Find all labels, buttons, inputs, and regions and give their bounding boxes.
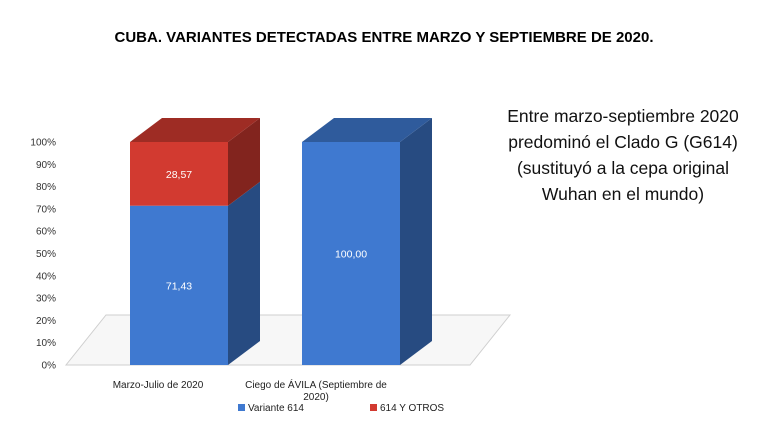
- bar-front: [130, 205, 228, 365]
- bar-side: [228, 181, 260, 365]
- legend-label: 614 Y OTROS: [380, 403, 444, 414]
- y-tick-label: 60%: [36, 227, 56, 238]
- y-tick-label: 30%: [36, 294, 56, 305]
- bar-segment: [302, 118, 432, 365]
- y-tick-label: 20%: [36, 316, 56, 327]
- data-labels: 71,43 28,57 100,00: [166, 169, 367, 293]
- legend-swatch: [370, 404, 377, 411]
- chart-title: CUBA. VARIANTES DETECTADAS ENTRE MARZO Y…: [114, 29, 654, 46]
- data-label: 100,00: [335, 249, 367, 261]
- bar-side: [228, 118, 260, 206]
- category-label: Ciego de ÁVILA (Septiembre de: [245, 378, 387, 391]
- bar-front: [130, 142, 228, 206]
- y-tick-label: 40%: [36, 271, 56, 282]
- data-label: 28,57: [166, 169, 192, 181]
- category-label: 2020): [303, 392, 329, 403]
- y-tick-label: 80%: [36, 182, 56, 193]
- legend-swatch: [238, 404, 245, 411]
- data-label: 71,43: [166, 280, 192, 292]
- bar-side: [400, 118, 432, 365]
- bar-top: [302, 118, 432, 142]
- bar-segment: [130, 181, 260, 365]
- category-label: Marzo-Julio de 2020: [113, 380, 204, 391]
- bar-top: [130, 118, 260, 142]
- y-tick-label: 50%: [36, 249, 56, 260]
- bar-segment: [130, 118, 260, 206]
- y-tick-label: 90%: [36, 160, 56, 171]
- y-axis: 0% 10% 20% 30% 40% 50% 60% 70% 80% 90% 100%: [30, 138, 56, 372]
- legend-label: Variante 614: [248, 403, 304, 414]
- side-note-text: Entre marzo-septiembre 2020 predominó el…: [507, 106, 739, 204]
- bar-front: [302, 142, 400, 365]
- x-axis-categories: Marzo-Julio de 2020 Ciego de ÁVILA (Septi…: [113, 378, 388, 403]
- y-tick-label: 100%: [30, 138, 56, 149]
- y-tick-label: 10%: [36, 338, 56, 349]
- y-tick-label: 70%: [36, 204, 56, 215]
- legend: Variante 614 614 Y OTROS: [238, 403, 444, 414]
- bar-series: [130, 118, 432, 365]
- y-tick-label: 0%: [42, 361, 57, 372]
